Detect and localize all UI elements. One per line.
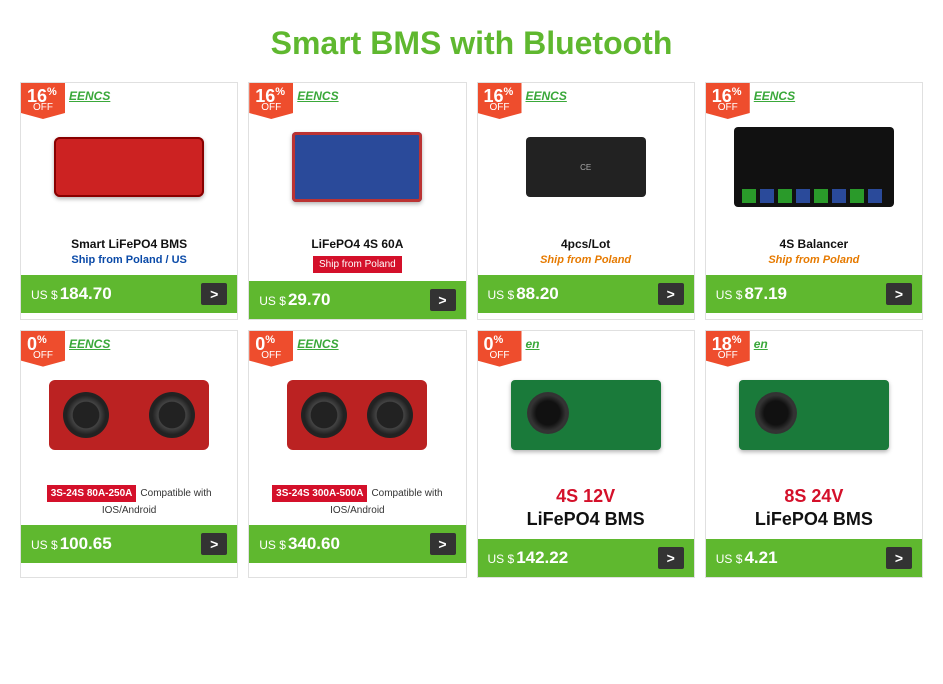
- discount-badge: 0%OFF: [21, 331, 65, 367]
- product-title: 4S 12V LiFePO4 BMS: [484, 485, 688, 532]
- price-amount: 87.19: [744, 284, 787, 303]
- discount-badge: 16%OFF: [21, 83, 65, 119]
- go-button[interactable]: >: [430, 533, 456, 555]
- product-title: 8S 24V LiFePO4 BMS: [712, 485, 916, 532]
- product-card[interactable]: 18%OFF en 8S 24V LiFePO4 BMS US $4.21 >: [705, 330, 923, 579]
- currency-label: US $: [716, 552, 743, 566]
- ship-label: Ship from Poland / US: [27, 253, 231, 267]
- go-button[interactable]: >: [658, 547, 684, 569]
- brand-label: EENCS: [297, 89, 338, 103]
- product-card[interactable]: 16%OFF EENCS LiFePO4 4S 60A Ship from Po…: [248, 82, 466, 320]
- brand-label: en: [526, 337, 540, 351]
- currency-label: US $: [31, 538, 58, 552]
- product-card[interactable]: 16%OFF EENCS 4S Balancer Ship from Polan…: [705, 82, 923, 320]
- go-button[interactable]: >: [658, 283, 684, 305]
- product-grid: 16%OFF EENCS Smart LiFePO4 BMS Ship from…: [20, 82, 923, 578]
- price-amount: 184.70: [60, 284, 112, 303]
- currency-label: US $: [259, 538, 286, 552]
- discount-badge: 16%OFF: [478, 83, 522, 119]
- discount-badge: 16%OFF: [706, 83, 750, 119]
- price-amount: 88.20: [516, 284, 559, 303]
- product-card[interactable]: 16%OFF EENCS CE 4pcs/Lot Ship from Polan…: [477, 82, 695, 320]
- currency-label: US $: [259, 294, 286, 308]
- price-amount: 4.21: [744, 548, 777, 567]
- ship-label: Ship from Poland: [712, 253, 916, 267]
- price-row: US $142.22 >: [478, 539, 694, 577]
- price-row: US $87.19 >: [706, 275, 922, 313]
- discount-badge: 18%OFF: [706, 331, 750, 367]
- product-title: 4pcs/Lot: [484, 237, 688, 253]
- ship-label: Ship from Poland: [313, 256, 402, 273]
- price-row: US $184.70 >: [21, 275, 237, 313]
- ship-label: Ship from Poland: [484, 253, 688, 267]
- brand-label: EENCS: [526, 89, 567, 103]
- discount-badge: 16%OFF: [249, 83, 293, 119]
- price-row: US $4.21 >: [706, 539, 922, 577]
- currency-label: US $: [488, 288, 515, 302]
- go-button[interactable]: >: [201, 533, 227, 555]
- product-card[interactable]: 0%OFF en 4S 12V LiFePO4 BMS US $142.22 >: [477, 330, 695, 579]
- discount-badge: 0%OFF: [249, 331, 293, 367]
- price-row: US $340.60 >: [249, 525, 465, 563]
- currency-label: US $: [31, 288, 58, 302]
- go-button[interactable]: >: [201, 283, 227, 305]
- go-button[interactable]: >: [430, 289, 456, 311]
- currency-label: US $: [488, 552, 515, 566]
- go-button[interactable]: >: [886, 283, 912, 305]
- currency-label: US $: [716, 288, 743, 302]
- brand-label: EENCS: [754, 89, 795, 103]
- price-amount: 142.22: [516, 548, 568, 567]
- product-title: 4S Balancer: [712, 237, 916, 253]
- brand-label: EENCS: [69, 89, 110, 103]
- price-amount: 100.65: [60, 534, 112, 553]
- page-title: Smart BMS with Bluetooth: [20, 25, 923, 62]
- brand-label: EENCS: [69, 337, 110, 351]
- price-amount: 29.70: [288, 290, 331, 309]
- product-card[interactable]: 0%OFF EENCS 3S-24S 300A-500ACompatible w…: [248, 330, 466, 579]
- spec-badge: 3S-24S 300A-500A: [272, 485, 367, 502]
- product-card[interactable]: 16%OFF EENCS Smart LiFePO4 BMS Ship from…: [20, 82, 238, 320]
- go-button[interactable]: >: [886, 547, 912, 569]
- product-title: LiFePO4 4S 60A: [255, 237, 459, 253]
- price-row: US $29.70 >: [249, 281, 465, 319]
- price-row: US $100.65 >: [21, 525, 237, 563]
- price-amount: 340.60: [288, 534, 340, 553]
- product-title: Smart LiFePO4 BMS: [27, 237, 231, 253]
- brand-label: en: [754, 337, 768, 351]
- brand-label: EENCS: [297, 337, 338, 351]
- discount-badge: 0%OFF: [478, 331, 522, 367]
- product-card[interactable]: 0%OFF EENCS 3S-24S 80A-250ACompatible wi…: [20, 330, 238, 579]
- price-row: US $88.20 >: [478, 275, 694, 313]
- spec-badge: 3S-24S 80A-250A: [47, 485, 137, 502]
